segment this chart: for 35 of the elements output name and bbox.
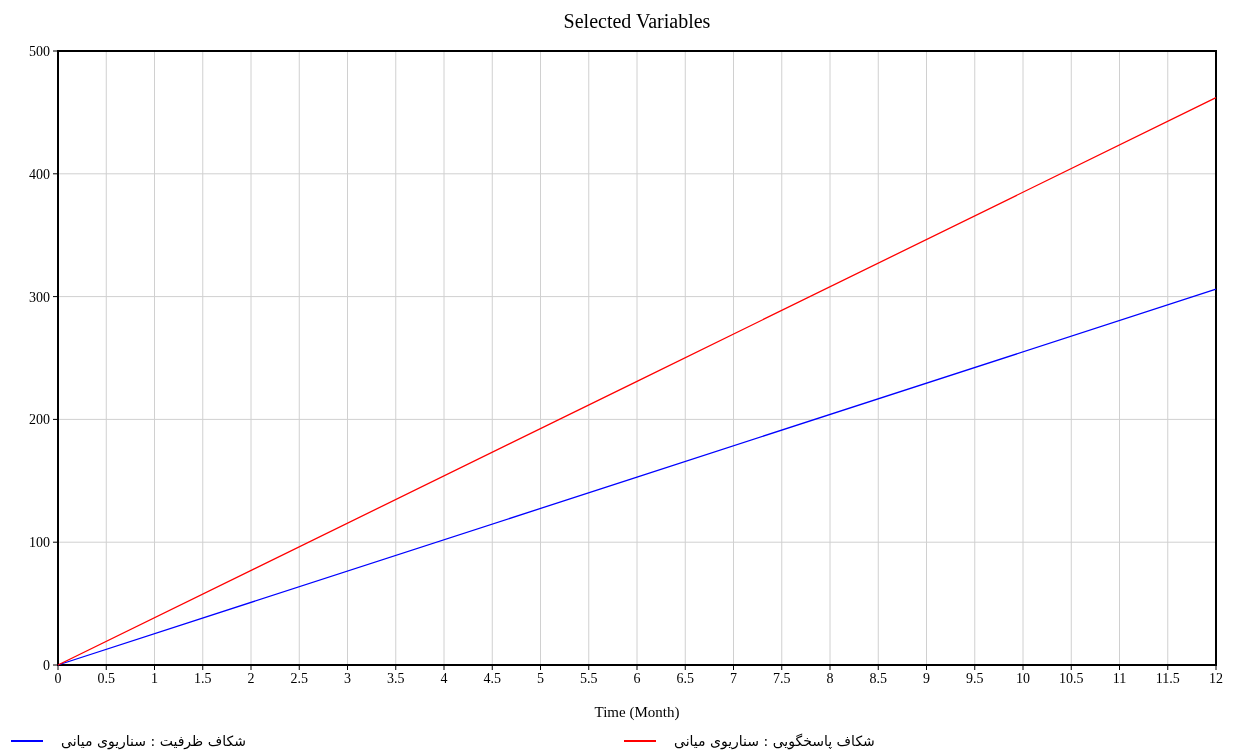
x-tick-label: 4.5 xyxy=(483,671,501,686)
y-tick-label: 400 xyxy=(29,166,50,182)
y-tick-label: 300 xyxy=(29,289,50,305)
x-tick-label: 6 xyxy=(633,671,641,686)
x-tick-label: 3 xyxy=(344,671,351,686)
x-tick-label: 5 xyxy=(537,671,544,686)
x-tick-label: 3.5 xyxy=(387,671,405,686)
x-tick-label: 2 xyxy=(247,671,255,686)
x-tick-label: 5.5 xyxy=(580,671,598,686)
x-tick-label: 1 xyxy=(151,671,158,686)
legend-label: شکاف پاسخگویی : سناریوی میانی xyxy=(674,733,875,750)
x-tick-label: 0 xyxy=(54,671,62,686)
y-tick-label: 0 xyxy=(43,658,50,673)
x-tick-label: 6.5 xyxy=(676,671,694,686)
x-axis-title: Time (Month) xyxy=(594,704,680,721)
x-tick-label: 0.5 xyxy=(97,671,115,686)
y-tick-label: 500 xyxy=(29,44,50,59)
x-tick-label: 10.5 xyxy=(1059,671,1084,686)
x-tick-label: 9.5 xyxy=(966,671,984,686)
x-tick-label: 12 xyxy=(1209,671,1223,686)
x-tick-label: 2.5 xyxy=(290,671,308,686)
y-tick-label: 200 xyxy=(29,412,50,428)
x-tick-label: 8.5 xyxy=(869,671,887,686)
x-tick-label: 10 xyxy=(1016,671,1030,686)
legend-label: شکاف ظرفیت : سناریوی میانی xyxy=(61,733,246,750)
x-tick-label: 7.5 xyxy=(773,671,791,686)
x-tick-label: 11.5 xyxy=(1155,671,1180,686)
chart-title: Selected Variables xyxy=(563,10,711,32)
x-tick-label: 8 xyxy=(826,671,834,686)
x-tick-label: 1.5 xyxy=(194,671,212,686)
x-tick-label: 11 xyxy=(1112,671,1127,686)
x-tick-label: 9 xyxy=(923,671,930,686)
x-tick-label: 7 xyxy=(730,671,737,686)
x-tick-label: 4 xyxy=(440,671,448,686)
y-tick-label: 100 xyxy=(29,535,50,551)
